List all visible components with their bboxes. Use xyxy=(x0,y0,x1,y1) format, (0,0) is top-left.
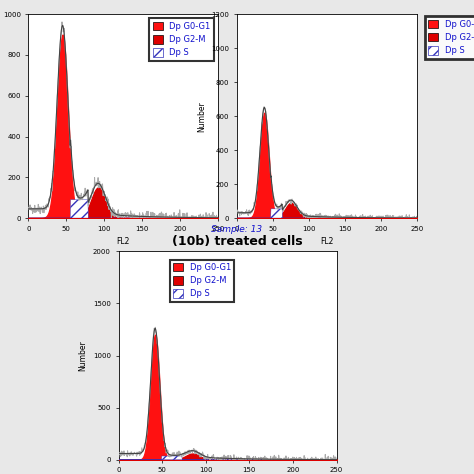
Legend: Dp G0-G1, Dp G2-M, Dp S: Dp G0-G1, Dp G2-M, Dp S xyxy=(425,16,474,59)
Text: (10b) treated cells: (10b) treated cells xyxy=(172,235,302,248)
Legend: Dp G0-G1, Dp G2-M, Dp S: Dp G0-G1, Dp G2-M, Dp S xyxy=(170,260,234,302)
Text: Sample: 13: Sample: 13 xyxy=(211,226,263,234)
X-axis label: FL2: FL2 xyxy=(320,237,334,246)
Y-axis label: Number: Number xyxy=(78,340,87,371)
Y-axis label: Number: Number xyxy=(197,101,206,131)
Legend: Dp G0-G1, Dp G2-M, Dp S: Dp G0-G1, Dp G2-M, Dp S xyxy=(149,18,214,61)
X-axis label: FL2: FL2 xyxy=(117,237,130,246)
